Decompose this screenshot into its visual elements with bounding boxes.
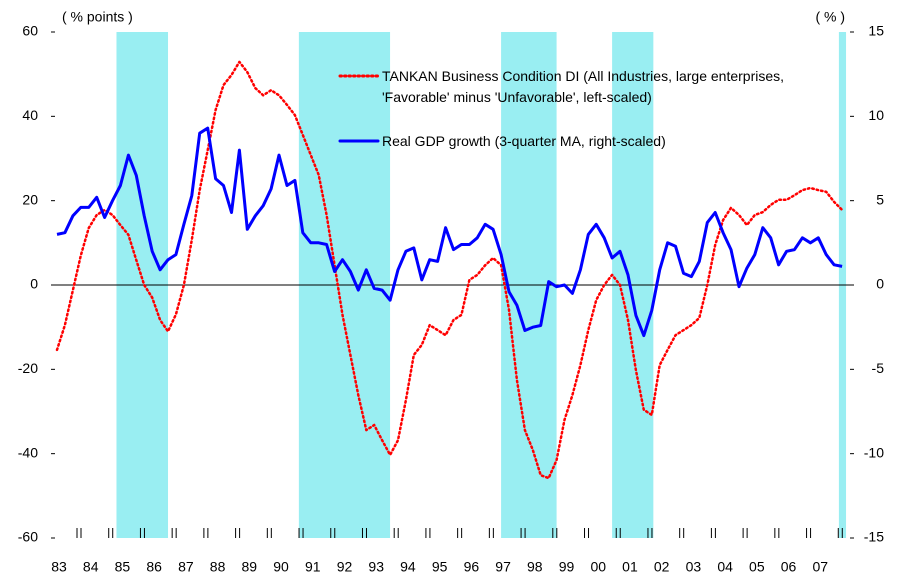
x-tick-label: 89 bbox=[242, 559, 258, 575]
x-tick-label: 84 bbox=[83, 559, 99, 575]
x-tick-label: 05 bbox=[749, 559, 765, 575]
x-tick-label: 97 bbox=[495, 559, 511, 575]
y-tick-label: 60 bbox=[22, 23, 38, 39]
y2-tick-label: 5 bbox=[876, 191, 884, 207]
x-tick-label: 94 bbox=[400, 559, 416, 575]
legend-label: TANKAN Business Condition DI (All Indust… bbox=[382, 68, 785, 105]
x-tick-label: 01 bbox=[622, 559, 638, 575]
x-tick-label: 86 bbox=[146, 559, 162, 575]
x-tick-label: 91 bbox=[305, 559, 321, 575]
x-tick-label: 00 bbox=[590, 559, 606, 575]
y2-tick-label: 0 bbox=[876, 276, 884, 292]
x-tick-label: 99 bbox=[559, 559, 575, 575]
y-tick-label: -20 bbox=[18, 360, 38, 376]
y2-tick-label: -15 bbox=[864, 529, 884, 545]
y2-tick-label: -10 bbox=[864, 444, 884, 460]
x-tick-label: 88 bbox=[210, 559, 226, 575]
x-tick-label: 87 bbox=[178, 559, 194, 575]
y2-axis-label: ( % ) bbox=[815, 9, 845, 25]
series-line bbox=[56, 126, 843, 338]
x-tick-label: 96 bbox=[464, 559, 480, 575]
y-axis-label: ( % points ) bbox=[62, 9, 133, 25]
x-tick-label: 85 bbox=[115, 559, 131, 575]
x-tick-label: 04 bbox=[717, 559, 733, 575]
y-tick-label: 20 bbox=[22, 191, 38, 207]
x-tick-label: 02 bbox=[654, 559, 670, 575]
x-tick-label: 98 bbox=[527, 559, 543, 575]
x-tick-label: 06 bbox=[781, 559, 797, 575]
y2-tick-label: 10 bbox=[868, 107, 884, 123]
y-tick-label: -40 bbox=[18, 444, 38, 460]
x-tick-label: 03 bbox=[686, 559, 702, 575]
x-tick-label: 83 bbox=[51, 559, 67, 575]
series-line bbox=[55, 60, 844, 480]
y-tick-label: -60 bbox=[18, 529, 38, 545]
y2-tick-label: 15 bbox=[868, 23, 884, 39]
x-tick-label: 92 bbox=[337, 559, 353, 575]
x-tick-label: 07 bbox=[812, 559, 828, 575]
x-tick-label: 90 bbox=[273, 559, 289, 575]
x-tick-label: 93 bbox=[368, 559, 384, 575]
x-tick-label: 95 bbox=[432, 559, 448, 575]
legend-label: Real GDP growth (3-quarter MA, right-sca… bbox=[382, 133, 666, 149]
y-tick-label: 0 bbox=[30, 276, 38, 292]
y2-tick-label: -5 bbox=[872, 360, 885, 376]
y-tick-label: 40 bbox=[22, 107, 38, 123]
